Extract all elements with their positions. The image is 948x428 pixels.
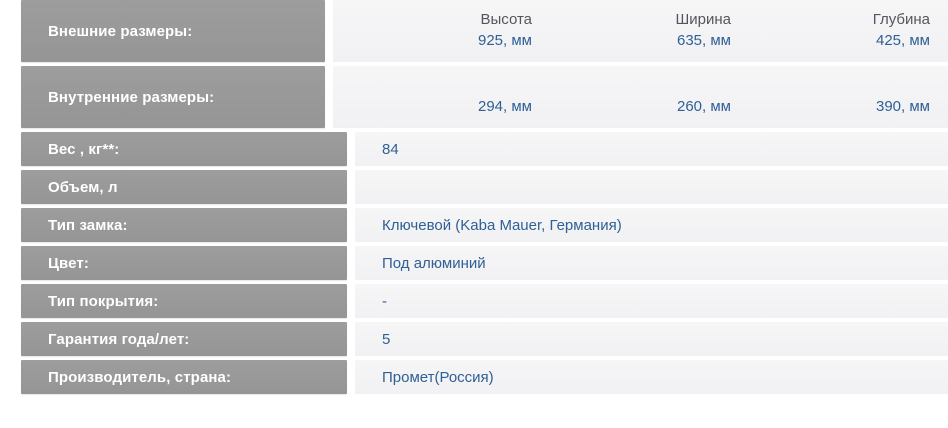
label-text: Внутренние размеры: [48,88,215,106]
row-label-color: Цвет: [21,246,347,280]
table-row: Цвет: Под алюминий [0,246,948,280]
table-row: Вес , кг**: 84 [0,132,948,166]
row-label-volume: Объем, л [21,170,347,204]
row-value-weight: 84 [355,132,948,166]
table-row: Внешние размеры: Высота 925, мм Ширина 6… [0,0,948,62]
dimension-header-depth: Глубина [872,11,930,29]
dimension-columns: Высота 294, мм Ширина 260, мм Глубина 39… [333,76,930,117]
dimension-value-width: 260, мм [677,98,731,115]
table-row: Производитель, страна: Промет(Россия) [0,360,948,394]
row-value-manufacturer: Промет(Россия) [355,360,948,394]
row-label-weight: Вес , кг**: [21,132,347,166]
row-value-color: Под алюминий [355,246,948,280]
label-text: Производитель, страна: [48,368,232,386]
dimension-column-width: Ширина 635, мм [532,10,731,51]
row-label-internal-dimensions: Внутренние размеры: [21,66,325,128]
dimension-column-height: Высота 294, мм [333,76,532,117]
dimension-column-depth: Глубина 425, мм [731,10,930,51]
table-row: Гарантия года/лет: 5 [0,322,948,356]
dimension-header-width: Ширина [675,11,731,29]
row-value-internal-dimensions: Высота 294, мм Ширина 260, мм Глубина 39… [333,66,948,128]
row-label-manufacturer: Производитель, страна: [21,360,347,394]
row-value-coating-type: - [355,284,948,318]
table-row: Внутренние размеры: Высота 294, мм Ширин… [0,66,948,128]
row-label-coating-type: Тип покрытия: [21,284,347,318]
value-text: Промет(Россия) [382,368,494,386]
value-text: Ключевой (Kaba Mauer, Германия) [382,216,622,234]
dimension-value-width: 635, мм [677,32,731,49]
label-text: Цвет: [48,254,89,272]
value-text: Под алюминий [382,254,486,272]
dimension-value-depth: 425, мм [876,32,930,49]
row-label-lock-type: Тип замка: [21,208,347,242]
label-text: Тип замка: [48,216,128,234]
row-value-external-dimensions: Высота 925, мм Ширина 635, мм Глубина 42… [333,0,948,62]
dimension-column-depth: Глубина 390, мм [731,76,930,117]
table-row: Тип замка: Ключевой (Kaba Mauer, Германи… [0,208,948,242]
label-text: Вес , кг**: [48,140,120,158]
row-value-warranty: 5 [355,322,948,356]
label-text: Тип покрытия: [48,292,159,310]
row-label-warranty: Гарантия года/лет: [21,322,347,356]
dimension-value-depth: 390, мм [876,98,930,115]
label-text: Объем, л [48,178,118,196]
dimension-value-height: 294, мм [478,98,532,115]
table-row: Объем, л [0,170,948,204]
dimension-columns: Высота 925, мм Ширина 635, мм Глубина 42… [333,10,930,51]
dimension-column-width: Ширина 260, мм [532,76,731,117]
value-text: 84 [382,140,399,158]
value-text: 5 [382,330,391,348]
row-label-external-dimensions: Внешние размеры: [21,0,325,62]
dimension-value-height: 925, мм [478,32,532,49]
value-text: - [382,292,387,310]
label-text: Гарантия года/лет: [48,330,190,348]
dimension-header-height: Высота [480,11,532,29]
row-value-lock-type: Ключевой (Kaba Mauer, Германия) [355,208,948,242]
dimension-column-height: Высота 925, мм [333,10,532,51]
table-row: Тип покрытия: - [0,284,948,318]
label-text: Внешние размеры: [48,22,193,40]
row-value-volume [355,170,948,204]
